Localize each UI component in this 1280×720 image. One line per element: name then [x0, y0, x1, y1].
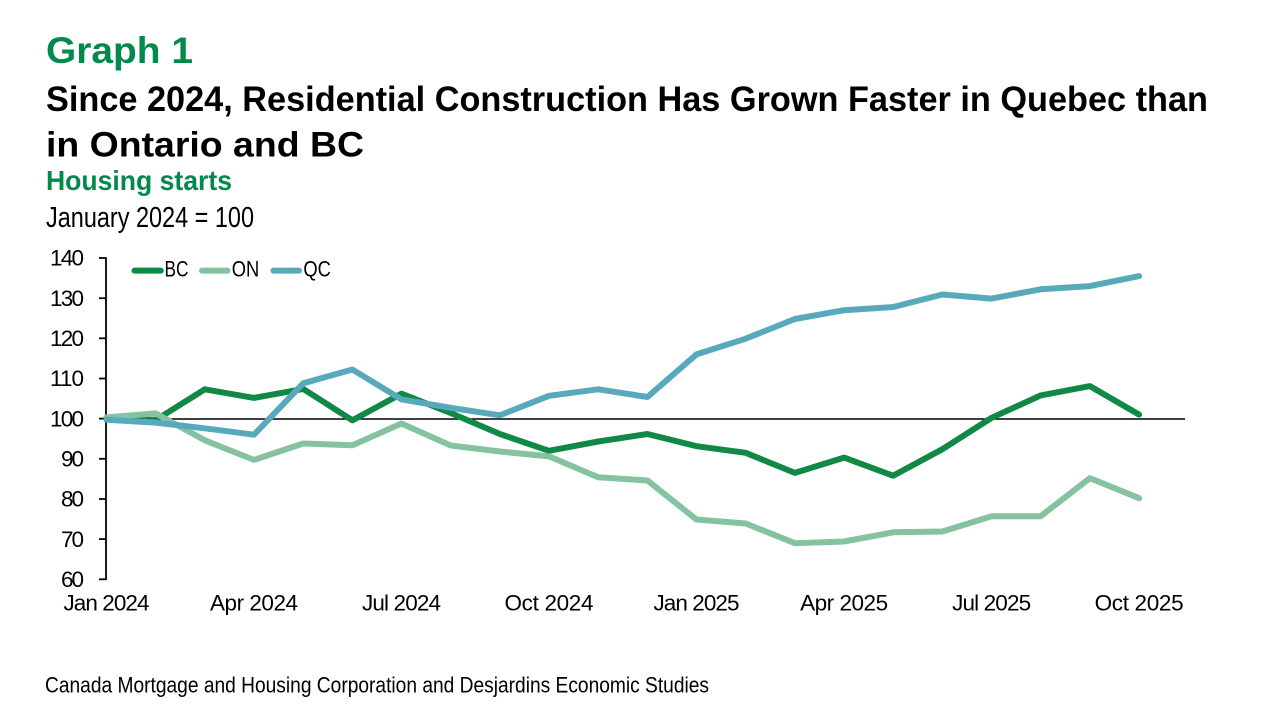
svg-text:January 2024 = 100: January 2024 = 100	[46, 202, 254, 234]
svg-text:Graph 1: Graph 1	[46, 30, 193, 71]
svg-text:70: 70	[61, 527, 84, 552]
svg-text:Apr 2025: Apr 2025	[800, 591, 888, 616]
svg-text:130: 130	[50, 286, 84, 311]
svg-text:in Ontario and BC: in Ontario and BC	[46, 126, 364, 165]
svg-text:Oct 2024: Oct 2024	[505, 591, 594, 616]
svg-text:Oct 2025: Oct 2025	[1095, 591, 1184, 616]
svg-text:80: 80	[61, 487, 84, 512]
svg-text:Canada Mortgage and Housing Co: Canada Mortgage and Housing Corporation …	[45, 673, 709, 698]
svg-text:Jan 2024: Jan 2024	[64, 591, 150, 616]
svg-text:Jan 2025: Jan 2025	[654, 591, 740, 616]
svg-text:90: 90	[61, 447, 84, 472]
svg-text:ON: ON	[232, 256, 260, 281]
svg-text:BC: BC	[165, 256, 189, 281]
svg-text:60: 60	[61, 567, 84, 592]
svg-text:Apr 2024: Apr 2024	[210, 591, 298, 616]
svg-text:110: 110	[50, 366, 84, 391]
svg-text:QC: QC	[303, 256, 331, 281]
svg-text:Housing starts: Housing starts	[46, 165, 232, 196]
svg-text:100: 100	[50, 406, 84, 431]
svg-text:120: 120	[50, 326, 84, 351]
svg-text:Jul 2025: Jul 2025	[952, 591, 1031, 616]
svg-text:Jul 2024: Jul 2024	[362, 591, 441, 616]
svg-text:Since 2024, Residential Constr: Since 2024, Residential Construction Has…	[46, 80, 1208, 119]
svg-text:140: 140	[50, 246, 84, 271]
